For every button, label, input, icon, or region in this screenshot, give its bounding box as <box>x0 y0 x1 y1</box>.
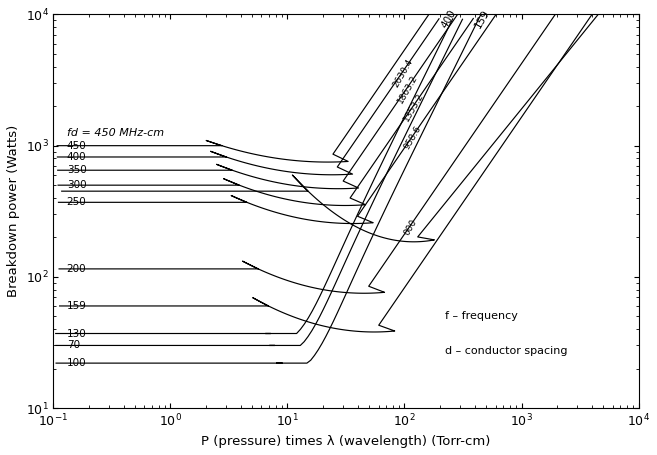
Text: 000: 000 <box>402 217 419 237</box>
Text: 130: 130 <box>67 329 87 339</box>
Text: 159: 159 <box>473 7 492 30</box>
Text: 2630.4: 2630.4 <box>391 57 415 89</box>
X-axis label: P (pressure) times λ (wavelength) (Torr-cm): P (pressure) times λ (wavelength) (Torr-… <box>201 435 491 448</box>
Text: 450: 450 <box>67 141 87 151</box>
Text: 70: 70 <box>67 340 80 350</box>
Text: 1863.2: 1863.2 <box>396 73 419 105</box>
Text: 400: 400 <box>67 152 86 162</box>
Y-axis label: Breakdown power (Watts): Breakdown power (Watts) <box>7 125 20 298</box>
Text: d – conductor spacing: d – conductor spacing <box>445 346 567 356</box>
Text: 100: 100 <box>67 358 86 368</box>
Text: 200: 200 <box>67 264 86 274</box>
Text: 300: 300 <box>67 180 86 190</box>
Text: 1353.2: 1353.2 <box>401 91 425 123</box>
Text: fd = 450 MHz-cm: fd = 450 MHz-cm <box>67 128 164 138</box>
Text: 958.6: 958.6 <box>403 124 423 151</box>
Text: 350: 350 <box>67 165 87 175</box>
Text: f – frequency: f – frequency <box>445 311 518 321</box>
Text: 250: 250 <box>67 197 87 207</box>
Text: 400: 400 <box>439 8 457 30</box>
Text: 159: 159 <box>67 301 87 311</box>
